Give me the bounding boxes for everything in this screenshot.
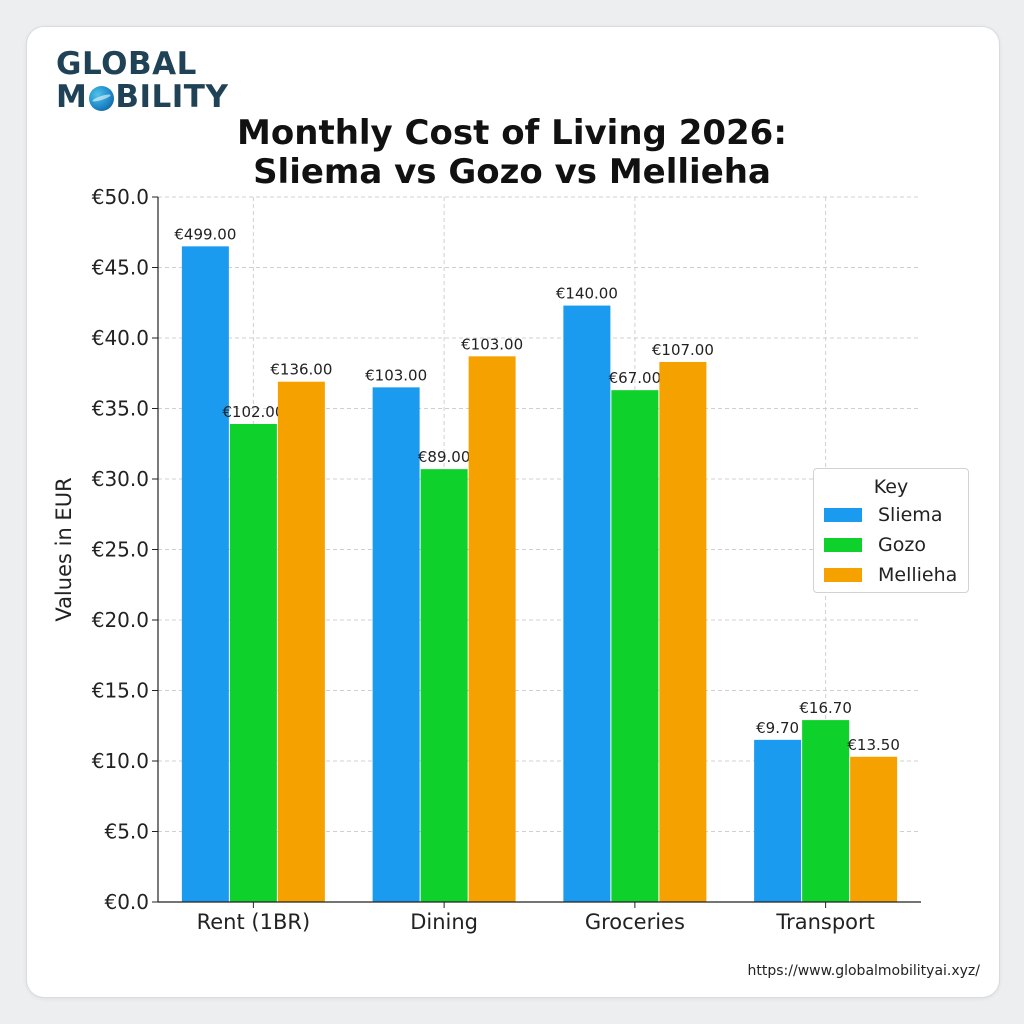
y-tick-label: €30.0 [92,467,149,491]
y-tick-label: €50.0 [92,185,149,209]
bar-mellieha [850,756,898,902]
chart-title-line-2: Sliema vs Gozo vs Mellieha [253,152,771,192]
data-label: €107.00 [652,341,714,359]
chart-title-line-1: Monthly Cost of Living 2026: [237,113,787,153]
legend-item-sliema: Sliema [814,500,968,530]
y-tick-label: €25.0 [92,538,149,562]
data-label: €136.00 [270,361,332,379]
bar-gozo [802,720,850,902]
y-tick-label: €15.0 [92,679,149,703]
logo-line-mobility: M BILITY [56,81,228,114]
bar-sliema [563,305,611,902]
brand-logo: GLOBAL M BILITY [56,48,228,114]
legend-label-sliema: Sliema [878,504,943,526]
data-label: €103.00 [461,335,523,353]
legend-swatch-sliema [824,508,862,522]
data-label: €9.70 [756,719,799,737]
legend-title: Key [873,476,909,498]
legend-item-gozo: Gozo [814,530,968,560]
x-tick-label: Dining [410,910,478,934]
legend-label-mellieha: Mellieha [878,564,958,586]
legend: Key Sliema Gozo Mellieha [813,468,969,593]
source-url[interactable]: https://www.globalmobilityai.xyz/ [747,963,980,979]
legend-item-mellieha: Mellieha [814,560,968,590]
bar-mellieha [277,381,325,903]
bar-sliema [372,387,420,903]
y-tick-label: €40.0 [92,326,149,350]
x-tick-label: Rent (1BR) [197,910,311,934]
y-tick-label: €10.0 [92,749,149,773]
bar-mellieha [468,356,516,903]
data-label: €140.00 [556,285,618,303]
y-tick-label: €45.0 [92,256,149,280]
bar-gozo [229,424,277,902]
data-label: €13.50 [847,736,900,754]
data-label: €103.00 [365,366,427,384]
logo-line-global: GLOBAL [56,46,197,82]
data-label: €89.00 [418,448,471,466]
bar-gozo [420,469,468,902]
globe-icon [89,86,115,111]
data-label: €67.00 [609,369,662,387]
bar-sliema [181,246,229,903]
data-label: €102.00 [222,403,284,421]
y-axis-label: Values in EUR [52,477,76,621]
chart-title: Monthly Cost of Living 2026: Sliema vs G… [100,114,924,192]
bar-gozo [611,390,659,902]
bar-mellieha [659,361,707,903]
logo-letter-m: M [56,79,88,115]
bar-sliema [754,739,802,902]
y-tick-label: €35.0 [92,397,149,421]
legend-label-gozo: Gozo [878,534,926,556]
logo-letters-bility: BILITY [115,79,229,115]
data-label: €499.00 [174,225,236,243]
legend-swatch-mellieha [824,568,862,582]
y-tick-label: €0.0 [104,890,149,914]
data-label: €16.70 [799,699,852,717]
y-tick-label: €20.0 [92,608,149,632]
x-tick-label: Transport [775,910,875,934]
y-tick-label: €5.0 [104,820,149,844]
legend-swatch-gozo [824,538,862,552]
x-tick-label: Groceries [585,910,685,934]
